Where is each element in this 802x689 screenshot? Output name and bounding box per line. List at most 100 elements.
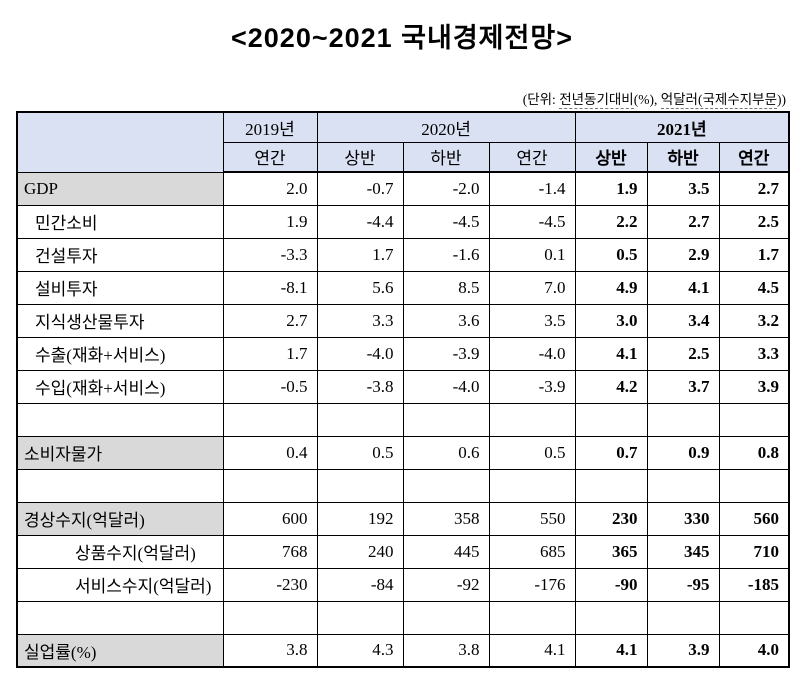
unit-note-mid: (%),	[633, 92, 661, 107]
value-cell: -4.4	[316, 204, 404, 239]
period-2021-annual: 연간	[718, 141, 790, 173]
table-body: GDP 2.0 -0.7 -2.0 -1.4 1.9 3.5 2.7 민간소비 1.9 -4.4 -4…	[16, 171, 790, 668]
value-cell: 768	[222, 534, 318, 569]
row-label: 설비투자	[16, 270, 224, 305]
value-cell	[402, 468, 490, 503]
value-cell: 2.5	[718, 204, 790, 239]
value-cell: -0.5	[222, 369, 318, 404]
unit-note-suffix: ))	[777, 92, 786, 107]
value-cell: 3.0	[574, 303, 648, 338]
value-cell: 3.2	[718, 303, 790, 338]
value-cell: 4.1	[574, 336, 648, 371]
corner-cell	[16, 111, 224, 173]
row-label: GDP	[16, 171, 224, 206]
year-header-row: 2019년 2020년 2021년	[16, 111, 790, 173]
value-cell: 3.6	[402, 303, 490, 338]
value-cell: -3.3	[222, 237, 318, 272]
value-cell: 0.6	[402, 435, 490, 470]
period-2020-h1: 상반	[316, 141, 404, 173]
table-row: 지식생산물투자 2.7 3.3 3.6 3.5 3.0 3.4 3.2	[16, 303, 790, 338]
value-cell: 5.6	[316, 270, 404, 305]
table-row: 서비스수지(억달러) -230 -84 -92 -176 -90 -95 -185	[16, 567, 790, 602]
value-cell: 2.0	[222, 171, 318, 206]
value-cell: 192	[316, 501, 404, 536]
value-cell	[222, 468, 318, 503]
value-cell: -4.5	[402, 204, 490, 239]
period-2021-h2: 하반	[646, 141, 720, 173]
value-cell: 365	[574, 534, 648, 569]
unit-note-part1: 전년동기대비	[559, 92, 634, 109]
value-cell: 0.5	[316, 435, 404, 470]
unit-note-part2: 억달러(국제수지부문	[660, 92, 777, 109]
value-cell: -84	[316, 567, 404, 602]
year-2020-header: 2020년	[316, 111, 576, 143]
value-cell: 685	[488, 534, 576, 569]
value-cell: 0.1	[488, 237, 576, 272]
value-cell	[488, 402, 576, 437]
value-cell: -230	[222, 567, 318, 602]
value-cell: -95	[646, 567, 720, 602]
row-label: 상품수지(억달러)	[16, 534, 224, 569]
table-row: 실업률(%) 3.8 4.3 3.8 4.1 4.1 3.9 4.0	[16, 633, 790, 668]
value-cell: 3.4	[646, 303, 720, 338]
value-cell	[646, 402, 720, 437]
value-cell: 4.3	[316, 633, 404, 668]
value-cell	[222, 402, 318, 437]
value-cell: 1.9	[574, 171, 648, 206]
value-cell: -4.0	[402, 369, 490, 404]
value-cell: 0.7	[574, 435, 648, 470]
value-cell: 0.8	[718, 435, 790, 470]
value-cell: 550	[488, 501, 576, 536]
table-row: 건설투자 -3.3 1.7 -1.6 0.1 0.5 2.9 1.7	[16, 237, 790, 272]
value-cell: -176	[488, 567, 576, 602]
row-label	[16, 600, 224, 635]
value-cell: -2.0	[402, 171, 490, 206]
value-cell: 4.1	[646, 270, 720, 305]
table-row: 상품수지(억달러) 768 240 445 685 365 345 710	[16, 534, 790, 569]
value-cell	[646, 468, 720, 503]
page-title: <2020~2021 국내경제전망>	[231, 23, 573, 53]
value-cell	[316, 600, 404, 635]
value-cell: 1.7	[316, 237, 404, 272]
value-cell: 1.7	[222, 336, 318, 371]
value-cell	[488, 600, 576, 635]
value-cell: 3.5	[488, 303, 576, 338]
value-cell	[316, 402, 404, 437]
period-2019-annual: 연간	[222, 141, 318, 173]
value-cell	[222, 600, 318, 635]
row-label: 민간소비	[16, 204, 224, 239]
value-cell: -1.6	[402, 237, 490, 272]
row-label	[16, 468, 224, 503]
value-cell: -3.9	[488, 369, 576, 404]
row-label	[16, 402, 224, 437]
row-label: 실업률(%)	[16, 633, 224, 668]
table-row: 설비투자 -8.1 5.6 8.5 7.0 4.9 4.1 4.5	[16, 270, 790, 305]
value-cell: 230	[574, 501, 648, 536]
row-label: 서비스수지(억달러)	[16, 567, 224, 602]
page: <2020~2021 국내경제전망> (단위: 전년동기대비(%), 억달러(국…	[16, 23, 791, 668]
row-label: 수출(재화+서비스)	[16, 336, 224, 371]
value-cell: -185	[718, 567, 790, 602]
value-cell: -92	[402, 567, 490, 602]
value-cell: -4.0	[316, 336, 404, 371]
year-2021-header: 2021년	[574, 111, 790, 143]
value-cell: 7.0	[488, 270, 576, 305]
value-cell: 4.1	[488, 633, 576, 668]
value-cell: 0.5	[574, 237, 648, 272]
year-2019-header: 2019년	[222, 111, 318, 143]
value-cell: 1.7	[718, 237, 790, 272]
value-cell: 445	[402, 534, 490, 569]
unit-note-prefix: (단위:	[522, 92, 560, 107]
value-cell	[574, 468, 648, 503]
value-cell	[718, 600, 790, 635]
value-cell: 3.5	[646, 171, 720, 206]
value-cell: 4.5	[718, 270, 790, 305]
value-cell: 1.9	[222, 204, 318, 239]
value-cell: -3.8	[316, 369, 404, 404]
value-cell: 4.1	[574, 633, 648, 668]
value-cell: 2.2	[574, 204, 648, 239]
row-label: 경상수지(억달러)	[16, 501, 224, 536]
spacer-row	[16, 468, 790, 503]
spacer-row	[16, 600, 790, 635]
table-row: 수출(재화+서비스) 1.7 -4.0 -3.9 -4.0 4.1 2.5 3.3	[16, 336, 790, 371]
